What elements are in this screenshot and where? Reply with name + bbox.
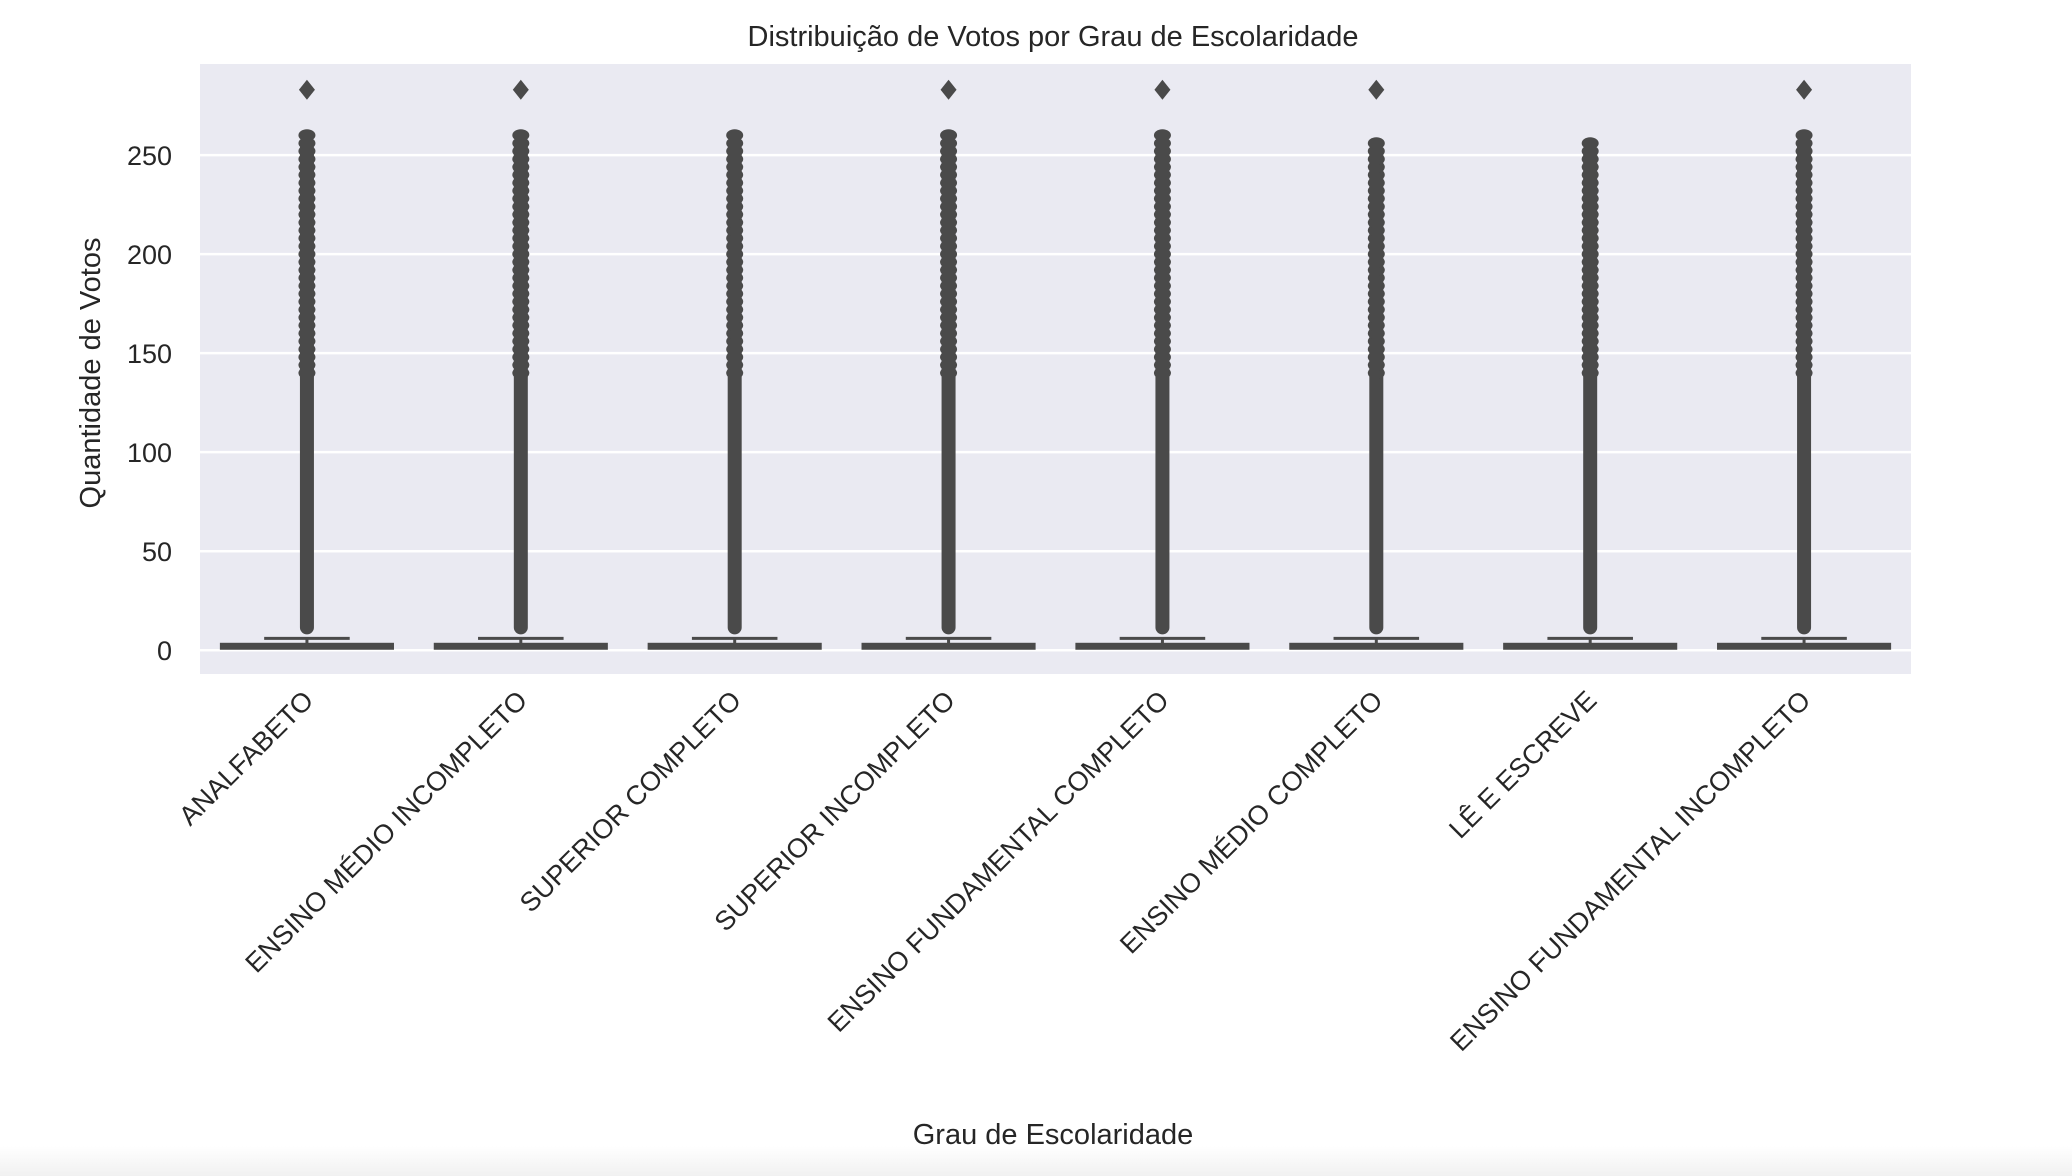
outlier-point <box>298 79 315 100</box>
box-group <box>861 79 1036 650</box>
outlier-point <box>1367 137 1385 150</box>
y-tick-label: 200 <box>127 240 172 270</box>
x-tick-label: ENSINO FUNDAMENTAL COMPLETO <box>822 685 1175 1038</box>
box-group <box>1717 79 1892 650</box>
y-tick-labels: 0 50 100 150 200 250 <box>127 141 172 666</box>
x-axis-label: Grau de Escolaridade <box>913 1119 1194 1151</box>
x-tick-label: SUPERIOR INCOMPLETO <box>709 685 961 937</box>
y-tick-label: 0 <box>157 636 172 666</box>
outlier-point <box>1153 129 1171 142</box>
outlier-point <box>940 129 958 142</box>
chart-title: Distribuição de Votos por Grau de Escola… <box>748 21 1359 53</box>
outlier-point <box>1581 137 1599 150</box>
y-tick-label: 100 <box>127 438 172 468</box>
y-tick-label: 250 <box>127 141 172 171</box>
box-group <box>1075 79 1250 650</box>
x-tick-label: ANALFABETO <box>173 685 319 831</box>
x-tick-label: LÊ E ESCREVE <box>1443 684 1603 844</box>
box-group <box>647 129 822 650</box>
x-tick-label: ENSINO MÉDIO COMPLETO <box>1114 685 1388 959</box>
outlier-point <box>1154 79 1171 100</box>
x-tick-label: SUPERIOR COMPLETO <box>514 685 747 918</box>
plot-area <box>200 64 1911 674</box>
outlier-point <box>940 79 957 100</box>
outlier-point <box>298 129 316 142</box>
gridlines <box>200 153 1911 652</box>
outlier-point <box>512 79 529 100</box>
window-bottom-shadow <box>0 1146 2072 1176</box>
outlier-point <box>512 129 530 142</box>
outlier-point <box>1368 79 1385 100</box>
boxes <box>219 79 1892 650</box>
outlier-point <box>726 129 744 142</box>
box-group <box>219 79 394 650</box>
box-group <box>1503 137 1678 650</box>
x-tick-label: ENSINO FUNDAMENTAL INCOMPLETO <box>1444 685 1816 1057</box>
box-group <box>433 79 608 650</box>
y-tick-label: 150 <box>127 339 172 369</box>
y-axis-label: Quantidade de Votos <box>75 238 107 509</box>
y-tick-label: 50 <box>142 537 172 567</box>
outlier-point <box>1795 129 1813 142</box>
outlier-point <box>1796 79 1813 100</box>
box-group <box>1289 79 1464 650</box>
